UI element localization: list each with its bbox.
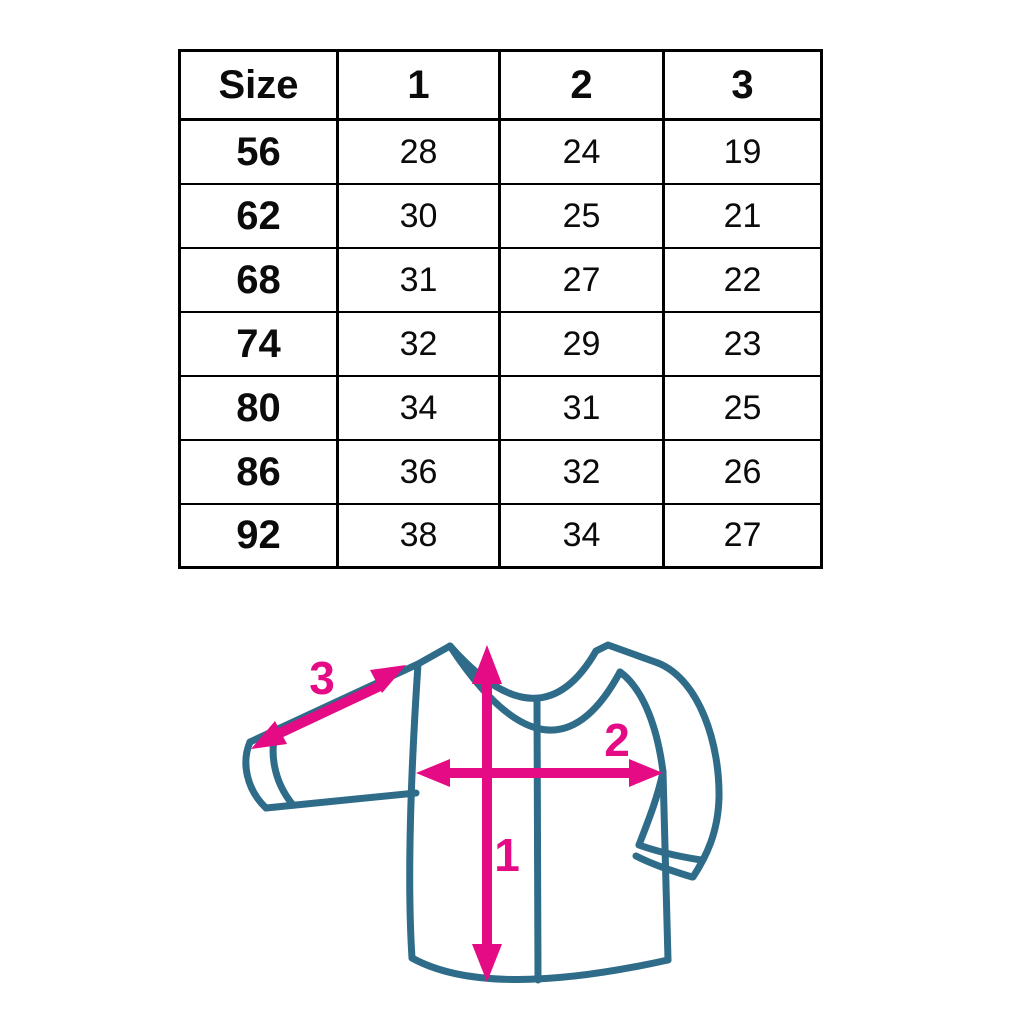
width-arrow-head-left: [416, 759, 450, 787]
shirt-body-left-path: [406, 660, 422, 962]
value-cell: 23: [662, 310, 823, 377]
column-header-size: Size: [178, 49, 339, 121]
width-arrow-head-right: [629, 759, 663, 787]
value-cell: 19: [662, 118, 823, 185]
value-cell: 34: [498, 502, 665, 569]
header-row: Size 1 2 3: [178, 49, 823, 121]
value-cell: 27: [662, 502, 823, 569]
sleeve-arrow-label: 3: [309, 652, 335, 704]
length-arrow-head-bottom: [472, 944, 502, 982]
value-cell: 21: [662, 182, 823, 249]
value-cell: 31: [498, 374, 665, 441]
table-row: 86 36 32 26: [178, 438, 823, 505]
size-cell: 56: [178, 118, 339, 185]
shirt-right-cuff-band-path: [635, 841, 705, 864]
size-cell: 74: [178, 310, 339, 377]
column-header-3: 3: [662, 49, 823, 121]
table-row: 92 38 34 27: [178, 502, 823, 569]
value-cell: 34: [336, 374, 501, 441]
value-cell: 38: [336, 502, 501, 569]
value-cell: 28: [336, 118, 501, 185]
shirt-right-shoulder-path: [592, 641, 662, 667]
shirt-left-cuff-end-path: [242, 738, 270, 812]
baby-shirt-drawing: [242, 641, 723, 984]
size-table: Size 1 2 3 56 28 24 19 62 30 25 21 68 31: [178, 49, 823, 569]
width-arrow: [416, 759, 663, 787]
garment-measurement-diagram: 1 2 3: [242, 641, 723, 984]
shirt-center-front-path: [533, 698, 542, 984]
value-cell: 29: [498, 310, 665, 377]
size-cell: 68: [178, 246, 339, 313]
size-cell: 86: [178, 438, 339, 505]
shirt-left-sleeve-bottom-path: [262, 789, 420, 812]
value-cell: 30: [336, 182, 501, 249]
shirt-collar-inner-path: [446, 642, 600, 702]
shirt-right-seam-path: [616, 668, 667, 776]
table-row: 74 32 29 23: [178, 310, 823, 377]
value-cell: 26: [662, 438, 823, 505]
value-cell: 25: [662, 374, 823, 441]
shirt-hem-path: [408, 954, 672, 983]
length-arrow-head-top: [472, 645, 502, 684]
column-header-1: 1: [336, 49, 501, 121]
value-cell: 31: [336, 246, 501, 313]
value-cell: 32: [336, 310, 501, 377]
shirt-right-sleeve-outer-path: [654, 659, 723, 881]
length-arrow-label: 1: [494, 829, 520, 881]
length-arrow: [472, 645, 502, 982]
column-header-2: 2: [498, 49, 665, 121]
shirt-right-sleeve-inner-path: [635, 768, 667, 849]
size-cell: 92: [178, 502, 339, 569]
value-cell: 22: [662, 246, 823, 313]
size-chart: Size 1 2 3 56 28 24 19 62 30 25 21 68 31: [178, 49, 823, 569]
value-cell: 36: [336, 438, 501, 505]
table-row: 56 28 24 19: [178, 118, 823, 185]
sleeve-arrow-head-upper: [370, 665, 406, 693]
value-cell: 24: [498, 118, 665, 185]
value-cell: 27: [498, 246, 665, 313]
sleeve-arrow-head-lower: [251, 721, 287, 749]
table-row: 68 31 27 22: [178, 246, 823, 313]
table-row: 80 34 31 25: [178, 374, 823, 441]
table-row: 62 30 25 21: [178, 182, 823, 249]
shirt-right-cuff-end-path: [632, 852, 696, 881]
sleeve-arrow-shaft: [275, 681, 383, 739]
value-cell: 32: [498, 438, 665, 505]
width-arrow-label: 2: [604, 714, 630, 766]
size-cell: 80: [178, 374, 339, 441]
size-cell: 62: [178, 182, 339, 249]
sleeve-arrow: [251, 665, 406, 749]
value-cell: 25: [498, 182, 665, 249]
